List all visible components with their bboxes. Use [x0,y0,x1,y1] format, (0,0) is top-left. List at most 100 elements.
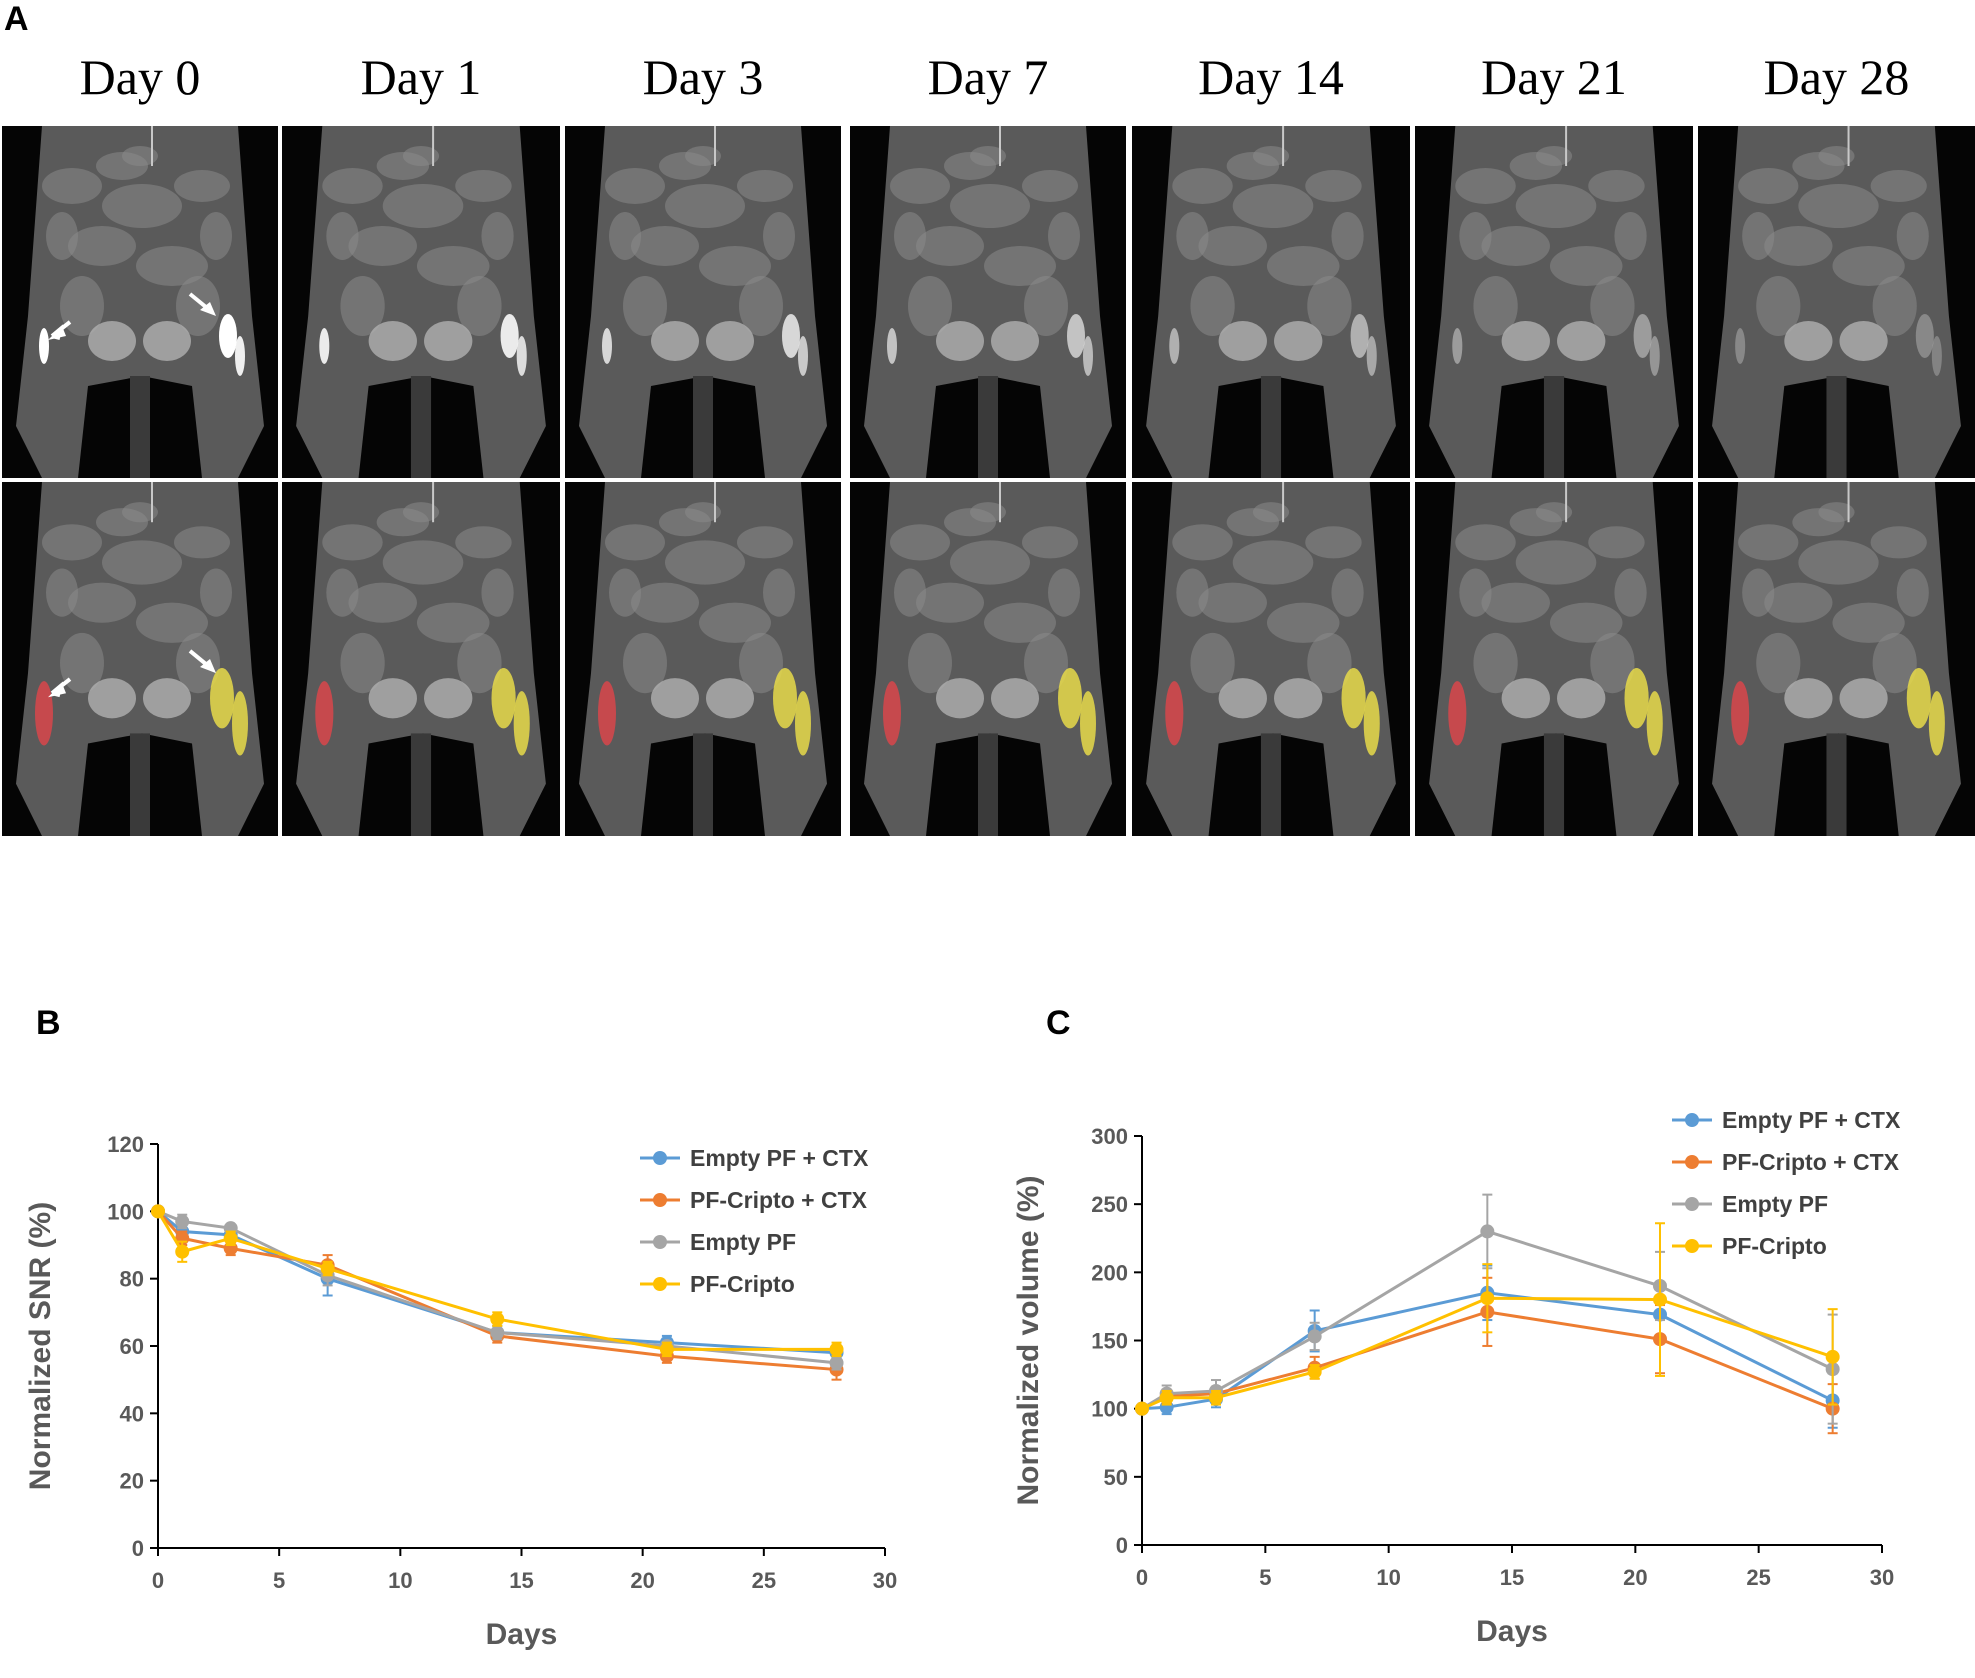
segmentation-yellow-2 [1363,691,1380,756]
lesion-right-2 [235,336,245,376]
lesion-left [887,328,897,364]
x-axis-title: Days [1476,1615,1548,1648]
lesion-left [1169,328,1180,364]
legend-swatch-marker [653,1277,667,1291]
mri-tile [1415,126,1693,478]
segmentation-red [883,681,901,746]
y-tick-label: 250 [1091,1192,1128,1217]
lesion-right [219,314,237,358]
legend-swatch-marker [1685,1197,1699,1211]
lesion-right [1350,314,1369,358]
mouse-body [1712,126,1961,478]
y-tick-label: 120 [107,1132,144,1157]
legend-label: Empty PF [1722,1191,1828,1217]
mri-tile [282,126,560,478]
arrowhead-right-icon [200,659,216,674]
day-label: Day 21 [1481,49,1627,105]
segmentation-yellow-2 [1928,691,1945,756]
mri-tile [565,126,841,478]
mri-tile [850,126,1126,478]
x-tick-label: 0 [1136,1565,1148,1590]
y-axis-title: Normalized volume (%) [1012,1175,1045,1505]
lesion-left [602,328,612,364]
x-tick-label: 10 [1376,1565,1400,1590]
mri-tile [1698,126,1975,478]
y-tick-label: 300 [1091,1124,1128,1149]
segmentation-yellow [773,668,797,729]
x-axis-title: Days [486,1618,558,1651]
x-tick-label: 30 [1870,1565,1894,1590]
legend-label: PF-Cripto + CTX [690,1187,868,1213]
data-point [175,1214,190,1229]
mri-tile [2,126,278,478]
segmentation-yellow [1624,668,1649,729]
panel-label-b: B [36,1004,61,1042]
mouse-body [16,482,264,836]
y-tick-label: 0 [1116,1533,1128,1558]
mri-tile [282,482,560,836]
segmentation-yellow [210,668,234,729]
data-point [1307,1364,1322,1379]
legend-label: Empty PF [690,1229,796,1255]
mri-tile [1698,482,1975,836]
y-tick-label: 0 [132,1536,144,1561]
data-point [1209,1390,1223,1405]
mouse-body [579,126,827,478]
x-tick-label: 5 [1259,1565,1271,1590]
legend-swatch-marker [653,1193,667,1207]
lesion-right-2 [1931,336,1942,376]
lesion-right [1067,314,1085,358]
x-tick-label: 25 [1746,1565,1770,1590]
mouse-body [1146,126,1396,478]
lesion-left [1735,328,1746,364]
x-tick-label: 15 [509,1568,533,1593]
segmentation-red [315,681,334,746]
segmentation-yellow-2 [513,691,530,756]
arrowhead-right-icon [200,302,216,316]
mri-tile [850,482,1126,836]
segmentation-yellow-2 [1080,691,1096,756]
lesion-right [1633,314,1652,358]
legend-swatch-marker [1685,1239,1699,1253]
arrowhead-left-icon [48,326,66,340]
volume-chart: 0 50 100 150 200 250 300 0 5 10 15 20 25 30 Days Normal… [990,1100,1975,1673]
mouse-body [864,126,1112,478]
mri-tile [2,482,278,836]
legend-label: Empty PF + CTX [1722,1107,1901,1133]
data-point [1480,1224,1495,1239]
data-point [151,1204,165,1219]
lesion-right-2 [1083,336,1093,376]
data-point [1480,1291,1495,1306]
data-point [1159,1390,1174,1405]
segmentation-red [1731,681,1750,746]
lesion-right [1915,314,1934,358]
arrowhead-left-icon [48,683,66,698]
x-tick-label: 25 [752,1568,776,1593]
lesion-right-2 [516,336,527,376]
panel-label-a: A [4,0,29,38]
data-point [659,1342,674,1357]
segmentation-yellow [1341,668,1366,729]
series-3 [151,1204,844,1358]
legend-label: PF-Cripto [690,1271,795,1297]
segmentation-red [1165,681,1184,746]
mouse-body [864,482,1112,836]
segmentation-red [598,681,616,746]
mri-tile [565,482,841,836]
legend-swatch-marker [1685,1113,1699,1127]
legend-label: Empty PF + CTX [690,1145,869,1171]
segmentation-yellow [1906,668,1931,729]
x-tick-label: 15 [1500,1565,1524,1590]
y-tick-label: 50 [1104,1465,1128,1490]
day-label: Day 28 [1763,49,1910,105]
data-point [490,1325,505,1340]
mouse-body [1429,482,1679,836]
day-label: Day 0 [79,49,201,105]
lesion-right [782,314,800,358]
segmentation-red [35,681,53,746]
legend-swatch-marker [1685,1155,1699,1169]
legend-swatch-marker [653,1151,667,1165]
y-tick-label: 200 [1091,1260,1128,1285]
x-tick-label: 20 [1623,1565,1647,1590]
data-point [490,1312,505,1327]
